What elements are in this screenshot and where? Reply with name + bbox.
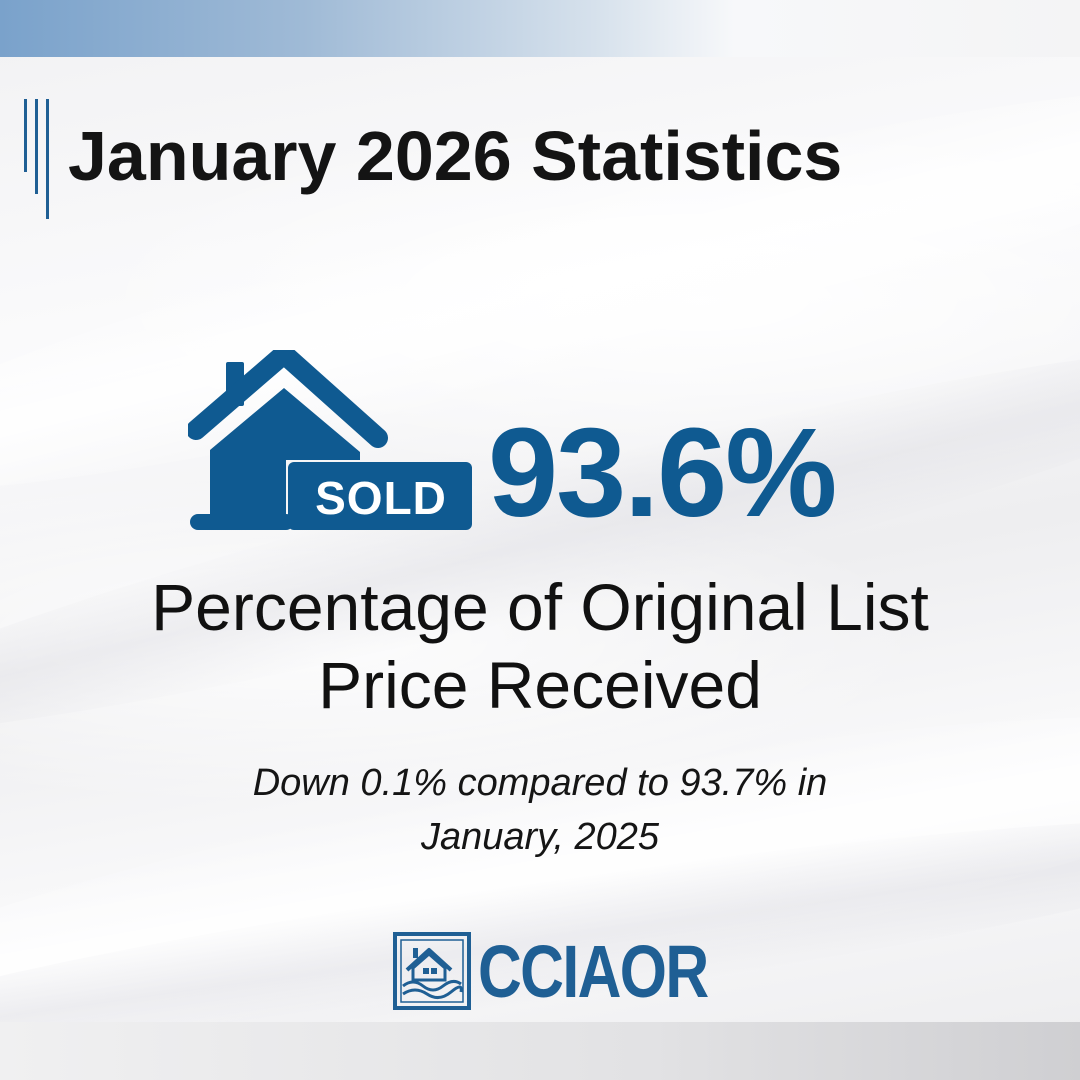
comparison-line: Down 0.1% compared to 93.7% in <box>252 762 828 804</box>
page-title: January 2026 Statistics <box>68 117 843 195</box>
accent-bar <box>24 99 27 172</box>
top-color-band <box>0 0 1080 57</box>
bottom-color-band <box>0 1022 1080 1080</box>
house-sold-icon <box>188 350 472 530</box>
cciaor-logo-text: CCIAOR <box>478 930 709 1013</box>
comparison-note: Down 0.1% compared to 93.7% in January, … <box>80 756 1000 864</box>
cciaor-logo-mark-icon <box>393 932 471 1010</box>
accent-bar <box>46 99 49 219</box>
stat-label: Percentage of Original List Price Receiv… <box>40 568 1040 724</box>
stat-label-line: Price Received <box>318 648 762 722</box>
stat-value: 93.6% <box>488 402 837 543</box>
accent-bar <box>35 99 38 194</box>
title-accent-bars <box>24 99 54 219</box>
sold-badge-label: SOLD <box>315 472 447 524</box>
stat-label-line: Percentage of Original List <box>151 570 929 644</box>
comparison-line: January, 2025 <box>420 816 660 858</box>
